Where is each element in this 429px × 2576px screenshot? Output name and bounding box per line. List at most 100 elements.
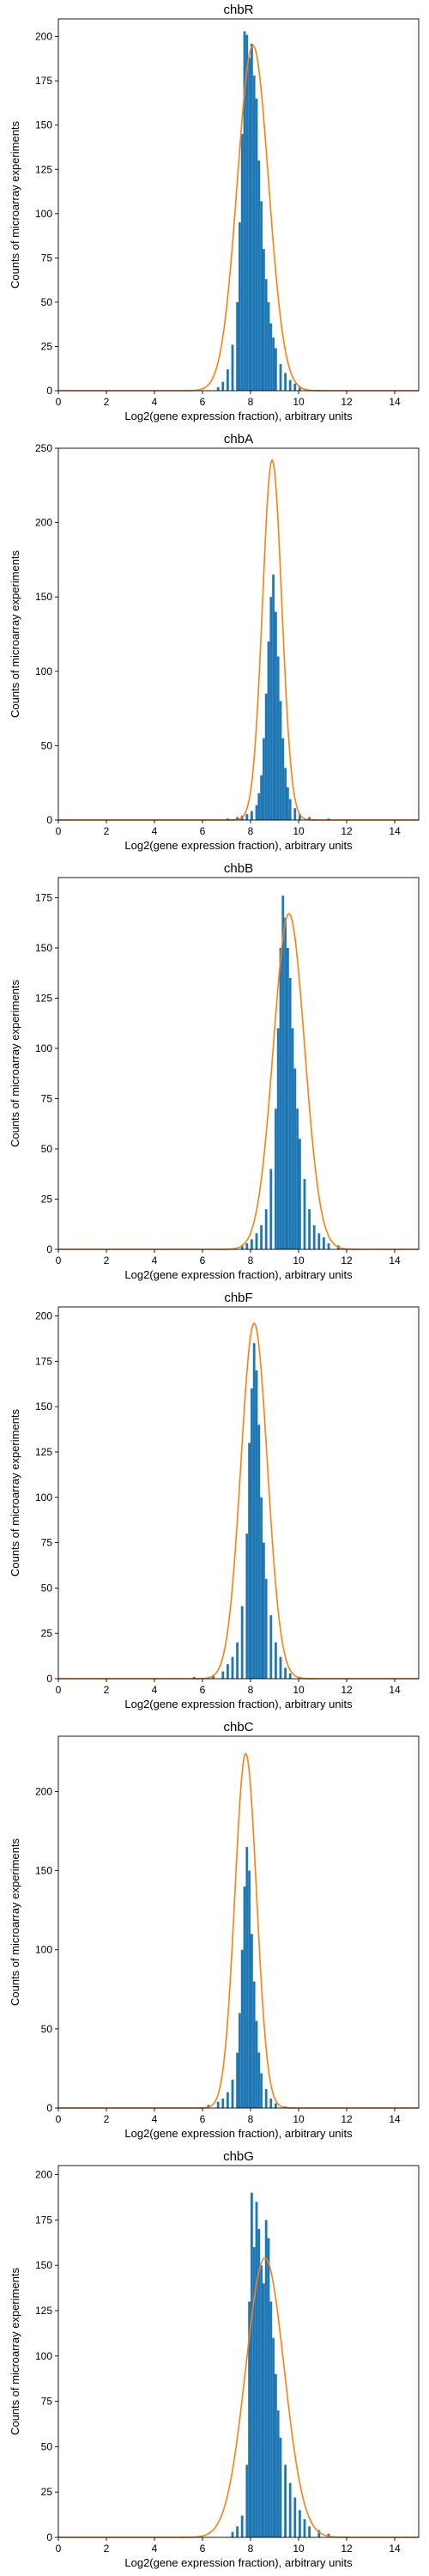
x-tick-label: 8 (248, 2113, 254, 2125)
histogram-bar (263, 249, 265, 391)
x-tick-label: 14 (389, 1255, 401, 1267)
histogram-bar (252, 1343, 256, 1679)
histogram-bar (257, 793, 261, 820)
y-tick-label: 150 (35, 1865, 52, 1877)
histogram-bar (312, 1224, 316, 1249)
histogram-bar (255, 1370, 258, 1679)
histogram-bar (236, 301, 239, 391)
histogram-bar (269, 2301, 273, 2537)
x-tick-label: 6 (200, 2543, 206, 2555)
histogram-bar (281, 738, 285, 820)
histogram-bar (275, 1642, 277, 1679)
histogram-bar (245, 1242, 249, 1249)
histogram-bar (279, 364, 282, 391)
histogram-bar (288, 1673, 292, 1679)
histogram-bar (251, 1934, 253, 2108)
histogram-bar (296, 1109, 299, 1249)
histogram-bar (257, 1425, 261, 1679)
histogram-bar (248, 1870, 251, 2108)
histogram-bar (264, 279, 268, 391)
y-tick-label: 25 (41, 340, 53, 352)
x-tick-label: 14 (389, 825, 401, 837)
axes-frame (57, 877, 420, 1250)
y-tick-label: 175 (35, 75, 52, 87)
y-tick-label: 125 (35, 163, 52, 175)
histogram-bar (257, 160, 261, 391)
y-axis-label: Counts of microarray experiments (9, 2267, 21, 2435)
histogram-bar (239, 2013, 241, 2108)
y-tick-label: 175 (35, 1355, 52, 1367)
axes-frame (57, 2165, 420, 2538)
histogram-bar (243, 31, 246, 391)
x-tick-label: 12 (341, 2113, 353, 2125)
y-tick-label: 100 (35, 1944, 52, 1956)
histogram-bar (317, 1233, 321, 1249)
x-tick-label: 6 (200, 825, 206, 837)
y-tick-label: 125 (35, 2305, 52, 2317)
x-tick-label: 10 (293, 825, 305, 837)
histogram-bar (240, 1949, 244, 2108)
x-tick-label: 2 (104, 1684, 110, 1696)
chart-panel-chbB: chbB 0 2 4 6 8 10 12 14 0 25 50 75 100 125 150 175 Log2(g… (9, 861, 420, 1281)
histogram-bar (260, 1497, 263, 1679)
x-tick-label: 6 (200, 1684, 206, 1696)
histogram-bar (308, 2526, 311, 2537)
x-tick-label: 10 (293, 396, 305, 408)
y-tick-label: 0 (46, 814, 52, 826)
chart-panel-chbF: chbF 0 2 4 6 8 10 12 14 0 25 50 75 100 125 150 175 200 Log… (9, 1291, 420, 1710)
histogram-bar (260, 2073, 263, 2108)
histogram-bar (269, 597, 273, 820)
x-tick-label: 2 (104, 2543, 110, 2555)
y-tick-label: 150 (35, 591, 52, 603)
histogram-bar (264, 2088, 268, 2108)
histogram-bar (231, 2079, 234, 2108)
x-tick-label: 0 (56, 825, 62, 837)
y-tick-label: 50 (41, 1582, 53, 1594)
histogram-bar (231, 2531, 234, 2537)
x-tick-label: 0 (56, 2543, 62, 2555)
histogram-bar (299, 814, 301, 820)
histogram-bar (288, 978, 292, 1249)
histogram-bar (267, 301, 270, 391)
histogram-bar (227, 818, 229, 820)
gaussian-fit-line (58, 2257, 419, 2538)
x-tick-label: 2 (104, 2113, 110, 2125)
histogram-bar (327, 1242, 330, 1249)
histogram-bar (263, 738, 265, 820)
histogram-bar (236, 1642, 239, 1679)
y-tick-label: 75 (41, 1537, 53, 1549)
y-tick-label: 0 (46, 1243, 52, 1255)
histogram-bar (255, 1233, 258, 1249)
y-tick-label: 50 (41, 2023, 53, 2035)
x-tick-label: 0 (56, 1255, 62, 1267)
chart-title: chbB (224, 861, 253, 876)
x-tick-label: 12 (341, 1684, 353, 1696)
histogram-bar (308, 1209, 311, 1249)
gaussian-fit-line (58, 913, 419, 1250)
y-axis-label: Counts of microarray experiments (9, 550, 21, 718)
histogram-bar (252, 1981, 256, 2108)
histogram-bar (221, 2098, 225, 2108)
x-tick-label: 8 (248, 2543, 254, 2555)
histogram-bar (263, 1542, 265, 1679)
y-tick-label: 100 (35, 2350, 52, 2362)
histogram-bar (255, 2020, 258, 2108)
y-tick-label: 0 (46, 385, 52, 397)
x-tick-label: 14 (389, 2113, 401, 2125)
chart-panel-chbA: chbA 0 2 4 6 8 10 12 14 0 50 100 150 200 250 Log2(gene … (9, 432, 420, 852)
x-tick-label: 4 (152, 1684, 158, 1696)
chart-panel-chbC: chbC 0 2 4 6 8 10 12 14 0 50 100 150 200 Log2(gene exp… (9, 1720, 420, 2140)
x-tick-label: 12 (341, 825, 353, 837)
x-tick-label: 2 (104, 396, 110, 408)
histogram-bar (227, 2092, 229, 2108)
x-tick-label: 0 (56, 1684, 62, 1696)
histogram-bar (240, 1606, 244, 1679)
histogram-bar (260, 1224, 263, 1249)
x-tick-label: 12 (341, 1255, 353, 1267)
histogram-bar (276, 1028, 280, 1249)
histogram-bar (251, 1239, 253, 1249)
x-tick-label: 8 (248, 1255, 254, 1267)
histogram-bar (236, 2052, 239, 2108)
axes-frame (57, 1306, 420, 1680)
